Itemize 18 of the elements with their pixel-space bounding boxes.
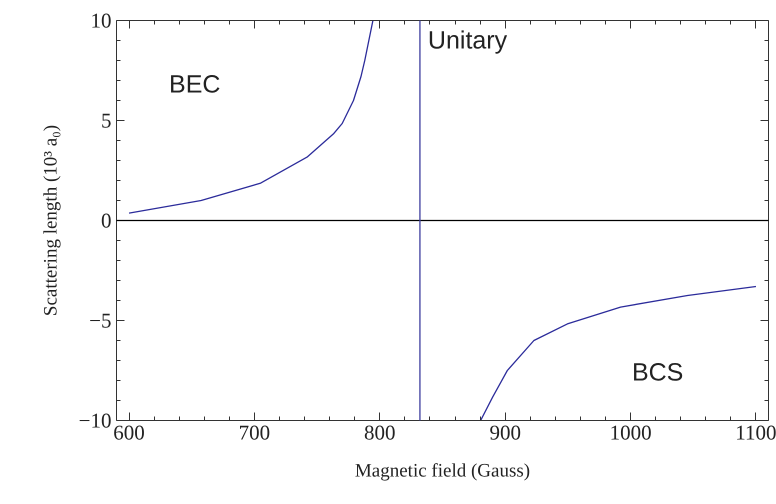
x-tick-label: 900 bbox=[489, 420, 521, 444]
y-tick-label: −10 bbox=[78, 408, 112, 432]
y-tick-label: 10 bbox=[90, 8, 112, 32]
line-series bbox=[480, 286, 757, 420]
y-tick-label: 0 bbox=[101, 208, 112, 232]
y-tick-label: −5 bbox=[89, 308, 112, 332]
line-series bbox=[128, 20, 374, 214]
x-tick-label: 700 bbox=[238, 420, 270, 444]
y-tick-label: 5 bbox=[101, 108, 112, 132]
annotation: BEC bbox=[169, 70, 220, 98]
annotation: BCS bbox=[632, 358, 684, 386]
x-tick-label: 1100 bbox=[735, 420, 776, 444]
x-tick-label: 800 bbox=[364, 420, 396, 444]
x-tick-label: 600 bbox=[113, 420, 145, 444]
x-tick-label: 1000 bbox=[610, 420, 652, 444]
y-axis-title: Scattering length (10³ a₀) bbox=[40, 124, 62, 316]
ref-line-label: Unitary bbox=[428, 26, 508, 54]
x-axis-title: Magnetic field (Gauss) bbox=[354, 460, 530, 482]
